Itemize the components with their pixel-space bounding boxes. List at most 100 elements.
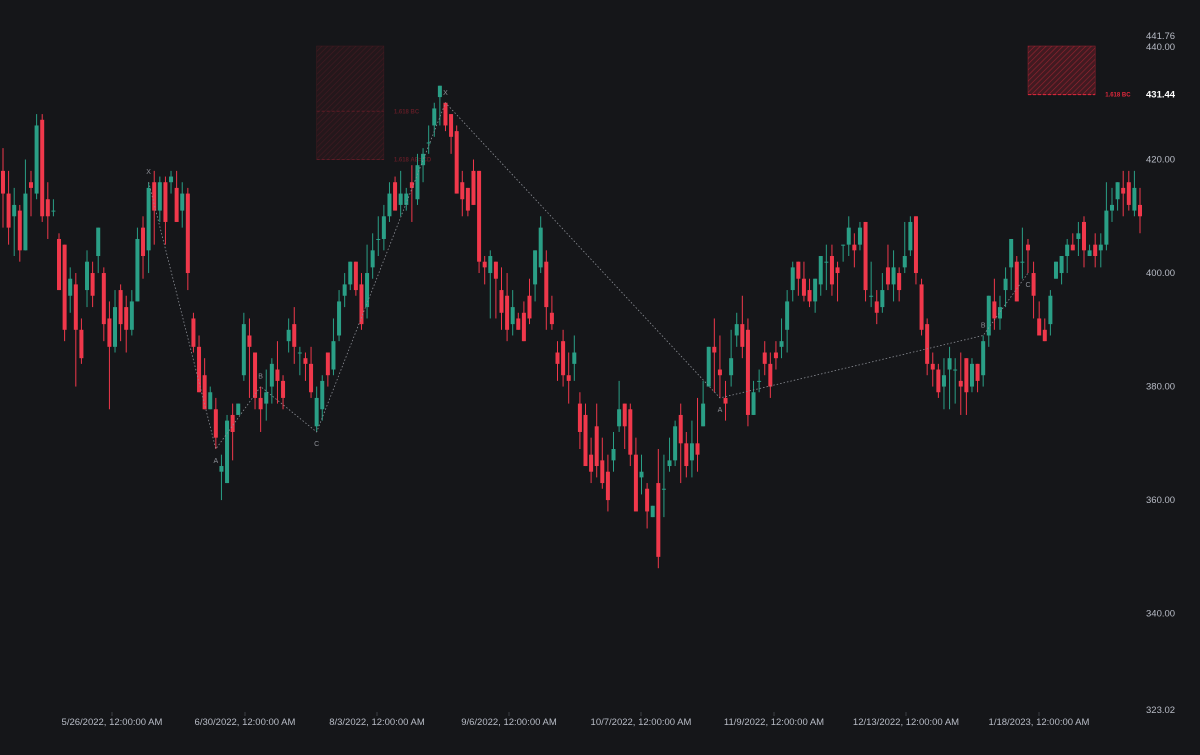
candle[interactable] [723,380,728,421]
candle[interactable] [387,182,392,222]
candle[interactable] [269,358,274,404]
candle[interactable] [762,341,767,376]
candle[interactable] [986,295,991,347]
candle[interactable] [706,346,711,387]
candle[interactable] [236,403,241,415]
candle[interactable] [286,318,291,353]
candle[interactable] [835,261,840,302]
candle[interactable] [656,449,661,569]
candle[interactable] [729,329,734,387]
candle[interactable] [437,85,442,126]
candle[interactable] [68,267,73,313]
candle[interactable] [353,261,358,296]
candle[interactable] [661,454,666,518]
candle[interactable] [600,437,605,489]
candle[interactable] [930,352,935,387]
candle[interactable] [936,363,941,398]
candle[interactable] [633,437,638,512]
candle[interactable] [645,483,650,529]
candle[interactable] [213,397,218,450]
candle[interactable] [617,380,622,432]
candle[interactable] [325,352,330,387]
candle[interactable] [611,431,616,472]
candle[interactable] [314,386,319,432]
candle[interactable] [124,295,129,353]
candle[interactable] [191,312,196,353]
candle[interactable] [947,346,952,410]
candle[interactable] [538,216,543,274]
candle[interactable] [684,431,689,478]
candle[interactable] [678,403,683,484]
candle[interactable] [96,227,101,274]
candle[interactable] [605,454,610,512]
candle[interactable] [1115,182,1120,211]
candle[interactable] [107,301,112,410]
candle[interactable] [689,420,694,478]
candle[interactable] [359,273,364,330]
candle[interactable] [958,352,963,415]
candle[interactable] [751,380,756,415]
candle[interactable] [342,273,347,308]
candle[interactable] [583,403,588,467]
candle[interactable] [695,397,700,472]
candle[interactable] [1093,233,1098,268]
candle[interactable] [101,267,106,342]
candle[interactable] [152,170,157,245]
candle[interactable] [796,261,801,296]
candle[interactable] [510,290,515,336]
candle[interactable] [180,182,185,228]
candle[interactable] [185,187,190,291]
candle[interactable] [29,170,34,217]
candle[interactable] [409,165,414,222]
candle[interactable] [1,148,5,228]
candle[interactable] [885,244,890,291]
candle[interactable] [79,318,84,364]
candle[interactable] [202,358,207,410]
candle[interactable] [376,216,381,257]
candle[interactable] [146,182,151,274]
candle[interactable] [566,352,571,404]
candle[interactable] [85,250,90,308]
candle[interactable] [521,301,526,342]
candle[interactable] [454,125,459,194]
candle[interactable] [757,369,762,393]
candle[interactable] [622,403,627,450]
candle[interactable] [863,221,868,302]
candle[interactable] [785,290,790,353]
candle[interactable] [913,216,918,285]
candle[interactable] [297,346,302,376]
candle[interactable] [57,233,62,291]
candle[interactable] [292,307,297,364]
candle[interactable] [73,273,78,387]
candle[interactable] [1065,238,1070,274]
candle[interactable] [992,278,997,330]
candle[interactable] [981,335,986,387]
candle[interactable] [773,341,778,370]
candle[interactable] [852,233,857,268]
candle[interactable] [1138,187,1142,234]
candle[interactable] [846,216,851,257]
candle[interactable] [572,335,577,381]
candle[interactable] [997,295,1002,330]
target-zone[interactable]: 1.618 BC [1027,45,1131,99]
candle[interactable] [717,335,722,398]
candle[interactable] [1053,261,1058,279]
candle[interactable] [516,312,521,330]
candle[interactable] [421,148,426,183]
candle[interactable] [639,454,644,495]
candle[interactable] [157,176,162,222]
candle[interactable] [964,358,969,415]
candle[interactable] [544,250,549,330]
candle[interactable] [1042,318,1047,342]
candle[interactable] [493,261,498,319]
candle[interactable] [1109,187,1114,222]
candle[interactable] [488,250,493,319]
candle[interactable] [415,153,420,205]
candle[interactable] [824,244,829,291]
candle[interactable] [62,244,67,342]
candle[interactable] [12,187,17,257]
candle[interactable] [880,273,885,313]
candle[interactable] [6,170,11,245]
candle[interactable] [790,261,795,302]
candle[interactable] [449,114,454,154]
